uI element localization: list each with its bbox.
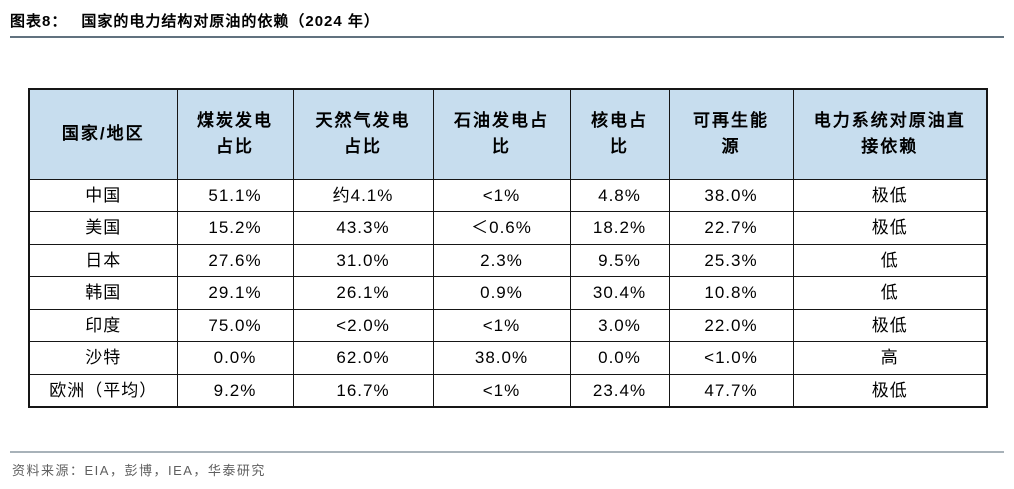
value-cell: 2.3% bbox=[432, 243, 571, 277]
value-cell: 22.7% bbox=[668, 211, 794, 245]
value-cell: 31.0% bbox=[292, 243, 434, 277]
value-cell: 约4.1% bbox=[292, 178, 434, 212]
column-header-5: 核电占 比 bbox=[569, 88, 670, 180]
value-cell: <1% bbox=[432, 373, 571, 407]
value-cell: 极低 bbox=[792, 211, 988, 245]
country-cell: 美国 bbox=[28, 211, 178, 245]
value-cell: 43.3% bbox=[292, 211, 434, 245]
table-row: 中国 51.1% 约4.1% <1% 4.8% 38.0% 极低 bbox=[28, 178, 988, 212]
table-body: 中国 51.1% 约4.1% <1% 4.8% 38.0% 极低 美国 15.2% 43.3% ＜0… bbox=[28, 178, 988, 407]
value-cell: 47.7% bbox=[668, 373, 794, 407]
value-cell: 4.8% bbox=[569, 178, 670, 212]
column-header-2: 煤炭发电 占比 bbox=[176, 88, 294, 180]
value-cell: 极低 bbox=[792, 178, 988, 212]
country-cell: 中国 bbox=[28, 178, 178, 212]
table-row: 韩国 29.1% 26.1% 0.9% 30.4% 10.8% 低 bbox=[28, 276, 988, 310]
country-cell: 欧洲（平均） bbox=[28, 373, 178, 407]
value-cell: 极低 bbox=[792, 308, 988, 342]
figure-title: 图表8： 国家的电力结构对原油的依赖（2024 年） bbox=[10, 10, 380, 31]
table-row: 印度 75.0% <2.0% <1% 3.0% 22.0% 极低 bbox=[28, 308, 988, 342]
column-header-7: 电力系统对原油直 接依赖 bbox=[792, 88, 988, 180]
table-row: 日本 27.6% 31.0% 2.3% 9.5% 25.3% 低 bbox=[28, 243, 988, 277]
value-cell: 9.5% bbox=[569, 243, 670, 277]
table-row: 欧洲（平均） 9.2% 16.7% <1% 23.4% 47.7% 极低 bbox=[28, 373, 988, 407]
value-cell: 9.2% bbox=[176, 373, 294, 407]
value-cell: 30.4% bbox=[569, 276, 670, 310]
value-cell: 27.6% bbox=[176, 243, 294, 277]
value-cell: 极低 bbox=[792, 373, 988, 407]
value-cell: 16.7% bbox=[292, 373, 434, 407]
value-cell: <1% bbox=[432, 308, 571, 342]
column-header-3: 天然气发电 占比 bbox=[292, 88, 434, 180]
value-cell: 3.0% bbox=[569, 308, 670, 342]
source-note: 资料来源：EIA，彭博，IEA，华泰研究 bbox=[12, 463, 266, 478]
figure-title-text: 国家的电力结构对原油的依赖（2024 年） bbox=[81, 13, 380, 30]
value-cell: 0.0% bbox=[176, 341, 294, 375]
value-cell: 高 bbox=[792, 341, 988, 375]
value-cell: <1% bbox=[432, 178, 571, 212]
value-cell: 低 bbox=[792, 243, 988, 277]
country-cell: 印度 bbox=[28, 308, 178, 342]
value-cell: ＜0.6% bbox=[432, 211, 571, 245]
value-cell: 10.8% bbox=[668, 276, 794, 310]
value-cell: 25.3% bbox=[668, 243, 794, 277]
power-structure-table: 国家/地区 煤炭发电 占比 天然气发电 占比 石油发电占 比核电占 比可再生能 源电力… bbox=[28, 88, 988, 408]
value-cell: 23.4% bbox=[569, 373, 670, 407]
value-cell: 75.0% bbox=[176, 308, 294, 342]
table-header: 国家/地区 煤炭发电 占比 天然气发电 占比 石油发电占 比核电占 比可再生能 源电力… bbox=[28, 88, 988, 180]
value-cell: 26.1% bbox=[292, 276, 434, 310]
country-cell: 韩国 bbox=[28, 276, 178, 310]
value-cell: 51.1% bbox=[176, 178, 294, 212]
country-cell: 沙特 bbox=[28, 341, 178, 375]
value-cell: 38.0% bbox=[668, 178, 794, 212]
table-row: 沙特 0.0% 62.0% 38.0% 0.0% <1.0% 高 bbox=[28, 341, 988, 375]
value-cell: 0.0% bbox=[569, 341, 670, 375]
table-header-row: 国家/地区 煤炭发电 占比 天然气发电 占比 石油发电占 比核电占 比可再生能 源电力… bbox=[28, 88, 988, 180]
country-cell: 日本 bbox=[28, 243, 178, 277]
footer-divider bbox=[10, 451, 1004, 453]
column-header-4: 石油发电占 比 bbox=[432, 88, 571, 180]
value-cell: <1.0% bbox=[668, 341, 794, 375]
value-cell: 22.0% bbox=[668, 308, 794, 342]
title-divider bbox=[10, 36, 1004, 38]
table-row: 美国 15.2% 43.3% ＜0.6% 18.2% 22.7% 极低 bbox=[28, 211, 988, 245]
value-cell: 29.1% bbox=[176, 276, 294, 310]
column-header-1: 国家/地区 bbox=[28, 88, 178, 180]
value-cell: 38.0% bbox=[432, 341, 571, 375]
column-header-6: 可再生能 源 bbox=[668, 88, 794, 180]
value-cell: <2.0% bbox=[292, 308, 434, 342]
value-cell: 18.2% bbox=[569, 211, 670, 245]
value-cell: 低 bbox=[792, 276, 988, 310]
value-cell: 0.9% bbox=[432, 276, 571, 310]
value-cell: 15.2% bbox=[176, 211, 294, 245]
figure-label: 图表8： bbox=[10, 13, 68, 30]
value-cell: 62.0% bbox=[292, 341, 434, 375]
